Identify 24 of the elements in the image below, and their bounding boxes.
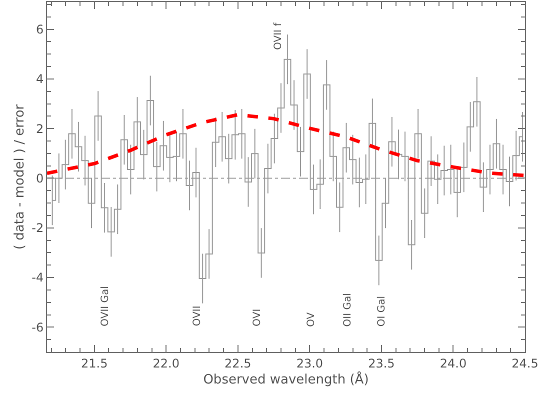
y-tick-label: 6: [36, 22, 44, 36]
x-tick-label: 24.0: [440, 356, 467, 370]
annotation: OVII: [192, 306, 204, 326]
y-axis-title: ( data - model ) / error: [12, 104, 28, 250]
x-tick-label: 23.5: [368, 356, 395, 370]
x-tick-label: 22.5: [224, 356, 252, 370]
y-tick-label: -6: [32, 320, 44, 334]
y-tick-label: 2: [36, 122, 44, 136]
y-tick-label: 4: [36, 72, 44, 86]
x-tick-label: 23.0: [296, 356, 324, 370]
x-tick-label: 24.5: [512, 356, 538, 370]
annotation: OI Gal: [376, 296, 388, 327]
x-tick-label: 22.0: [152, 356, 180, 370]
y-tick-label: -2: [32, 221, 44, 236]
annotation: OV: [306, 312, 317, 327]
annotation: OVI: [252, 308, 264, 326]
annotation: OVII f: [272, 22, 284, 50]
y-tick-label: 0: [36, 171, 44, 186]
line-series: [47, 112, 525, 178]
annotation: OVII Gal: [100, 286, 112, 326]
x-axis-title: Observed wavelength (Å): [203, 370, 369, 388]
y-tick-label: -4: [32, 270, 44, 285]
x-tick-label: 21.5: [81, 356, 108, 370]
annotation: OII Gal: [342, 293, 354, 327]
